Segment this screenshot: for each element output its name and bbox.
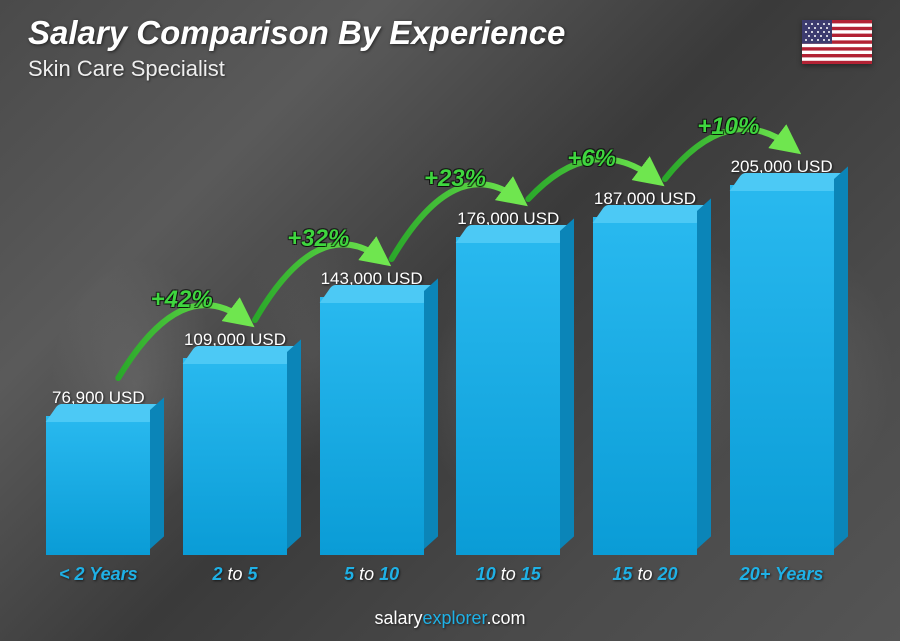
category-label: 15 to 20	[580, 564, 710, 585]
bar-top-face	[183, 346, 300, 364]
increment-pct: +10%	[697, 113, 759, 141]
footer-accent: explorer	[422, 608, 486, 628]
bar	[183, 358, 287, 555]
bar-front-face	[183, 358, 287, 555]
increment-pct: +6%	[567, 145, 616, 173]
bar-slot: 143,000 USD	[307, 269, 437, 555]
bar-top-face	[319, 285, 436, 303]
bar-top-face	[729, 173, 846, 191]
bar-front-face	[320, 297, 424, 555]
bar	[320, 297, 424, 555]
bar-front-face	[456, 237, 560, 555]
bar-top-face	[46, 404, 163, 422]
bar-top-face	[593, 205, 710, 223]
increment-pct: +32%	[287, 225, 349, 253]
flag-icon	[802, 20, 872, 64]
bar-slot: 205,000 USD	[717, 157, 847, 555]
bar	[46, 416, 150, 555]
bar	[730, 185, 834, 555]
category-row: < 2 Years 2 to 5 5 to 10 10 to 15 15 to 20 20…	[30, 564, 850, 585]
bar-front-face	[730, 185, 834, 555]
bar	[593, 217, 697, 555]
increment-pct: +23%	[424, 165, 486, 193]
category-label: 5 to 10	[307, 564, 437, 585]
bar-slot: 76,900 USD	[33, 388, 163, 555]
bar-top-face	[456, 225, 573, 243]
bar-slot: 176,000 USD	[443, 209, 573, 555]
footer-post: .com	[487, 608, 526, 628]
category-label: 20+ Years	[717, 564, 847, 585]
page-title: Salary Comparison By Experience	[28, 14, 872, 52]
footer-pre: salary	[374, 608, 422, 628]
bar-front-face	[593, 217, 697, 555]
bar-side-face	[287, 339, 301, 549]
bar	[456, 237, 560, 555]
category-label: 10 to 15	[443, 564, 573, 585]
bar-slot: 109,000 USD	[170, 330, 300, 555]
page-subtitle: Skin Care Specialist	[28, 56, 872, 82]
bar-slot: 187,000 USD	[580, 189, 710, 555]
bar-side-face	[560, 218, 574, 549]
footer: salaryexplorer.com	[0, 608, 900, 629]
bar-side-face	[697, 198, 711, 549]
bars-container: 76,900 USD109,000 USD143,000 USD176,000 …	[30, 135, 850, 555]
salary-chart: 76,900 USD109,000 USD143,000 USD176,000 …	[30, 100, 850, 585]
category-label: 2 to 5	[170, 564, 300, 585]
header: Salary Comparison By Experience Skin Car…	[28, 14, 872, 82]
category-label: < 2 Years	[33, 564, 163, 585]
bar-side-face	[834, 166, 848, 549]
increment-pct: +42%	[151, 286, 213, 314]
bar-side-face	[424, 278, 438, 549]
bar-side-face	[150, 397, 164, 549]
bar-front-face	[46, 416, 150, 555]
